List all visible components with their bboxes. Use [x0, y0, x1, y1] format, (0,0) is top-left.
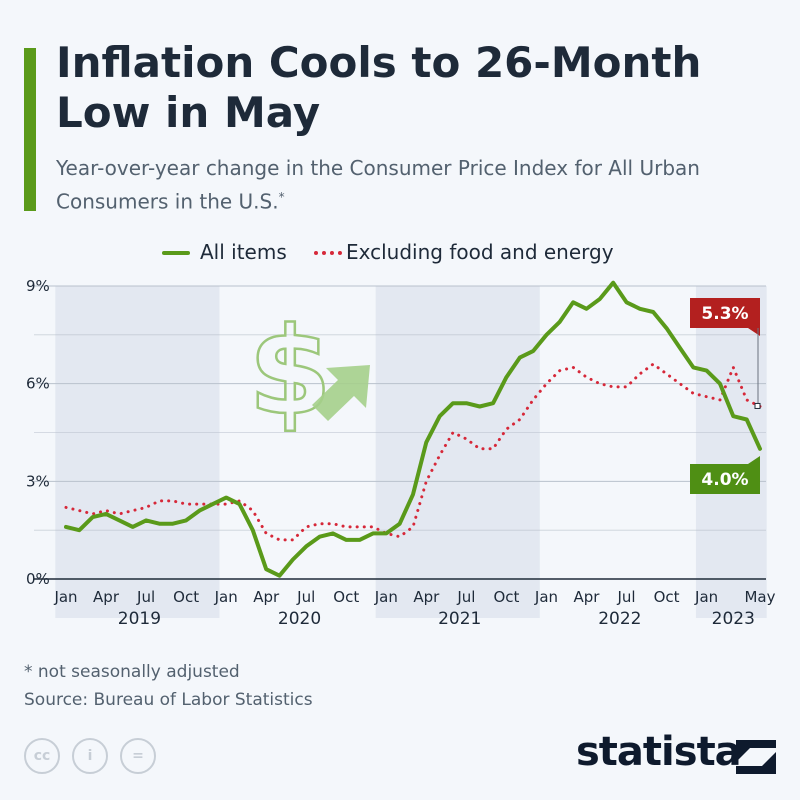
subtitle-text: Year-over-year change in the Consumer Pr… — [56, 156, 700, 214]
callout-all-pointer — [748, 456, 760, 464]
page-subtitle: Year-over-year change in the Consumer Pr… — [56, 154, 776, 217]
dollar-arrow-illustration: $ — [247, 302, 370, 443]
chart-legend: All items Excluding food and energy — [0, 238, 800, 266]
x-tick-label: Oct — [654, 588, 680, 606]
title-accent-bar — [24, 48, 36, 211]
footnote-source: Source: Bureau of Labor Statistics — [24, 690, 313, 710]
x-tick-label: Jul — [136, 588, 155, 606]
callout-core-marker — [754, 402, 761, 409]
x-tick-label: Oct — [333, 588, 359, 606]
subtitle-footnote-marker: * — [278, 190, 285, 204]
no-derivatives-icon[interactable]: = — [120, 738, 156, 774]
x-tick-label: Apr — [93, 588, 120, 606]
x-tick-label: Jul — [616, 588, 635, 606]
page-title: Inflation Cools to 26-Month Low in May — [56, 38, 702, 137]
callout-core-pointer — [748, 328, 760, 336]
x-axis-year-labels: 2019 2020 2021 2022 2023 — [118, 609, 755, 629]
y-tick-label: 9% — [26, 277, 50, 295]
legend-label-core: Excluding food and energy — [346, 240, 614, 264]
footnote-marker: * — [24, 662, 33, 682]
attribution-icon[interactable]: i — [72, 738, 108, 774]
year-label: 2020 — [278, 609, 321, 629]
x-tick-label: Apr — [574, 588, 601, 606]
series-lines — [64, 280, 762, 578]
x-tick-label: Jul — [456, 588, 475, 606]
x-tick-label: Jan — [374, 588, 398, 606]
x-tick-label: Apr — [413, 588, 440, 606]
x-tick-label: Oct — [493, 588, 519, 606]
legend-swatch-all-items — [162, 251, 190, 255]
series-line-core — [64, 362, 762, 542]
y-tick-label: 0% — [26, 570, 50, 588]
up-arrow-icon — [312, 365, 370, 421]
x-tick-label: Jan — [694, 588, 718, 606]
dollar-icon: $ — [248, 303, 332, 442]
x-tick-label: Jan — [214, 588, 238, 606]
grid-lines — [34, 285, 766, 580]
year-label: 2023 — [712, 609, 755, 629]
year-label: 2022 — [598, 609, 641, 629]
statista-logo-mark-icon — [736, 740, 776, 774]
x-tick-label: Jul — [296, 588, 315, 606]
x-tick-label: May — [744, 588, 775, 606]
legend-label-all-items: All items — [200, 240, 287, 264]
y-tick-label: 3% — [26, 472, 50, 490]
callout-core-label: 5.3% — [701, 304, 748, 324]
x-tick-label: Jan — [53, 588, 77, 606]
series-line-all-items — [64, 280, 762, 578]
legend-swatch-core — [314, 251, 342, 255]
end-value-callouts: 5.3% 4.0% — [690, 298, 761, 494]
statista-logo-text[interactable]: statista — [576, 729, 742, 775]
cc-icon[interactable]: cc — [24, 738, 60, 774]
x-tick-label: Apr — [253, 588, 280, 606]
y-tick-label: 6% — [26, 375, 50, 393]
callout-core-box — [690, 298, 760, 328]
x-axis-month-labels: Jan Apr Jul Oct Jan Apr Jul Oct Jan Apr Jul Oct Jan A… — [53, 588, 775, 606]
x-tick-label: Oct — [173, 588, 199, 606]
callout-all-label: 4.0% — [701, 470, 748, 490]
year-bands — [55, 286, 767, 618]
year-label: 2019 — [118, 609, 161, 629]
callout-all-box — [690, 464, 760, 494]
footnote-text: not seasonally adjusted — [37, 662, 240, 682]
footnote-note: * not seasonally adjusted — [24, 660, 240, 684]
cpi-line-chart: $ 0% 3% 6% 9% Jan Apr Jul Oct Jan Apr Jul Oct Jan Ap… — [26, 277, 776, 629]
y-axis-labels: 0% 3% 6% 9% — [26, 277, 50, 588]
year-band — [375, 286, 540, 618]
year-label: 2021 — [438, 609, 481, 629]
x-tick-label: Jan — [534, 588, 558, 606]
year-band — [695, 286, 767, 618]
year-band — [55, 286, 220, 618]
